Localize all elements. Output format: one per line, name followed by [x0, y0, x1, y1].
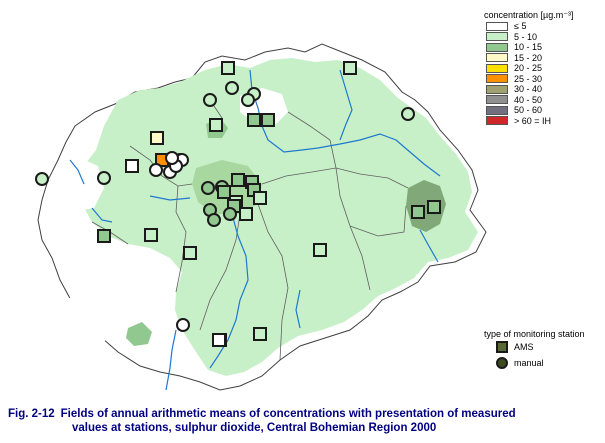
ams-station-marker[interactable] — [144, 228, 158, 242]
legend-swatch — [486, 74, 508, 84]
caption-label: Fig. 2-12 — [8, 408, 55, 420]
manual-station-marker[interactable] — [149, 163, 163, 177]
legend-row: 20 - 25 — [486, 63, 602, 74]
legend-manual-row: manual — [496, 355, 585, 371]
legend-row: 25 - 30 — [486, 74, 602, 85]
legend-swatch — [486, 84, 508, 94]
station-type-legend: type of monitoring station AMS manual — [484, 329, 585, 371]
ams-station-marker[interactable] — [411, 205, 425, 219]
ams-station-marker[interactable] — [183, 246, 197, 260]
ams-station-marker[interactable] — [231, 173, 245, 187]
legend-swatch — [486, 63, 508, 73]
legend-label: 50 - 60 — [514, 105, 543, 116]
ams-station-marker[interactable] — [209, 118, 223, 132]
legend-ams-row: AMS — [496, 339, 585, 355]
ams-station-marker[interactable] — [97, 229, 111, 243]
manual-station-marker[interactable] — [241, 93, 255, 107]
station-legend-title: type of monitoring station — [484, 329, 585, 339]
legend-swatch — [486, 21, 508, 31]
ams-square-icon — [496, 341, 508, 353]
rivers — [69, 69, 441, 391]
legend-label: 40 - 50 — [514, 94, 543, 105]
manual-station-marker[interactable] — [97, 171, 111, 185]
field-5-10 — [76, 58, 478, 376]
ams-station-marker[interactable] — [247, 113, 261, 127]
ams-station-marker[interactable] — [343, 61, 357, 75]
legend-label: 10 - 15 — [514, 42, 543, 53]
legend-label: 25 - 30 — [514, 73, 543, 84]
manual-station-marker[interactable] — [201, 181, 215, 195]
ams-station-marker[interactable] — [150, 131, 164, 145]
ams-station-marker[interactable] — [253, 327, 267, 341]
legend-label: 15 - 20 — [514, 52, 543, 63]
field-low-southwest — [62, 292, 118, 342]
manual-station-marker[interactable] — [207, 213, 221, 227]
manual-circle-icon — [496, 357, 508, 369]
ams-station-marker[interactable] — [212, 333, 226, 347]
legend-swatch — [486, 32, 508, 42]
field-low-west — [56, 158, 104, 212]
field-10-15-southwest — [126, 322, 152, 346]
legend-label: 5 - 10 — [514, 31, 538, 42]
ams-station-marker[interactable] — [221, 61, 235, 75]
legend-swatch — [486, 105, 508, 115]
manual-station-marker[interactable] — [176, 318, 190, 332]
ams-station-marker[interactable] — [253, 191, 267, 205]
legend-row: 5 - 10 — [486, 32, 602, 43]
ams-station-marker[interactable] — [313, 243, 327, 257]
ams-station-marker[interactable] — [427, 200, 441, 214]
legend-title: concentration [µg.m⁻³] — [484, 10, 574, 20]
legend-row: ≤ 5 — [486, 21, 602, 32]
ams-station-marker[interactable] — [261, 113, 275, 127]
legend-row: 40 - 50 — [486, 95, 602, 106]
legend-label: > 60 = IH — [514, 115, 552, 126]
manual-station-marker[interactable] — [401, 107, 415, 121]
legend-row: 10 - 15 — [486, 42, 602, 53]
ams-station-marker[interactable] — [217, 185, 231, 199]
legend-label: 30 - 40 — [514, 84, 543, 95]
manual-station-marker[interactable] — [165, 151, 179, 165]
legend-row: > 60 = IH — [486, 116, 602, 127]
legend-label: ≤ 5 — [514, 21, 527, 32]
manual-station-marker[interactable] — [225, 81, 239, 95]
legend-swatch — [486, 42, 508, 52]
manual-label: manual — [514, 358, 544, 368]
legend-row: 30 - 40 — [486, 84, 602, 95]
legend-label: 20 - 25 — [514, 63, 543, 74]
manual-station-marker[interactable] — [203, 93, 217, 107]
ams-label: AMS — [514, 342, 534, 352]
ams-station-marker[interactable] — [125, 159, 139, 173]
stations — [35, 61, 441, 347]
figure-caption: Fig. 2-12 Fields of annual arithmetic mea… — [8, 407, 603, 435]
caption-line-1: Fields of annual arithmetic means of con… — [60, 408, 516, 420]
legend-row: 15 - 20 — [486, 53, 602, 64]
legend-swatch — [486, 95, 508, 105]
manual-station-marker[interactable] — [223, 207, 237, 221]
legend-swatch — [486, 116, 508, 126]
legend-row: 50 - 60 — [486, 105, 602, 116]
manual-station-marker[interactable] — [35, 172, 49, 186]
caption-line-2: values at stations, sulphur dioxide, Cen… — [72, 422, 437, 434]
legend-swatch — [486, 53, 508, 63]
ams-station-marker[interactable] — [239, 207, 253, 221]
